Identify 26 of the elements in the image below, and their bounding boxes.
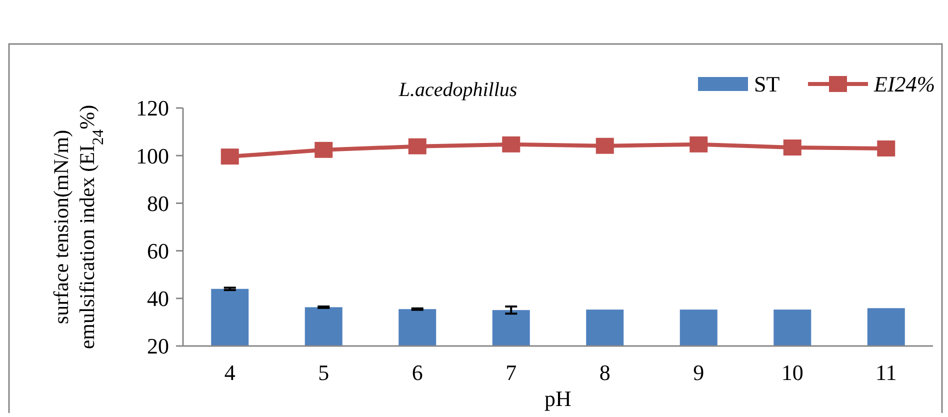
legend-label: EI24% (873, 72, 936, 97)
x-tick-label: 7 (506, 360, 517, 385)
legend-label: ST (754, 72, 780, 97)
y-tick-label: 120 (136, 96, 169, 121)
point (502, 136, 520, 152)
point (220, 148, 239, 165)
point (596, 138, 614, 154)
x-tick-label: 5 (318, 360, 330, 385)
chart-title: L.acedophillus (398, 79, 518, 101)
x-tick-label: 11 (876, 360, 897, 385)
x-tick-label: 8 (599, 360, 610, 385)
point (690, 136, 708, 152)
point (314, 142, 333, 158)
x-tick-label: 4 (224, 360, 236, 385)
point (408, 138, 426, 154)
x-tick-label: 10 (781, 360, 804, 385)
y-tick-label: 40 (147, 286, 169, 312)
x-tick-label: 9 (693, 360, 704, 385)
x-tick-label: 6 (412, 360, 423, 385)
y-tick-label: 100 (136, 143, 169, 168)
point (877, 140, 896, 156)
point (783, 140, 802, 156)
y-tick-label: 60 (147, 238, 169, 264)
y-tick-label: 20 (147, 334, 169, 359)
x-axis-title: pH (544, 386, 572, 411)
y-tick-label: 80 (147, 190, 169, 216)
